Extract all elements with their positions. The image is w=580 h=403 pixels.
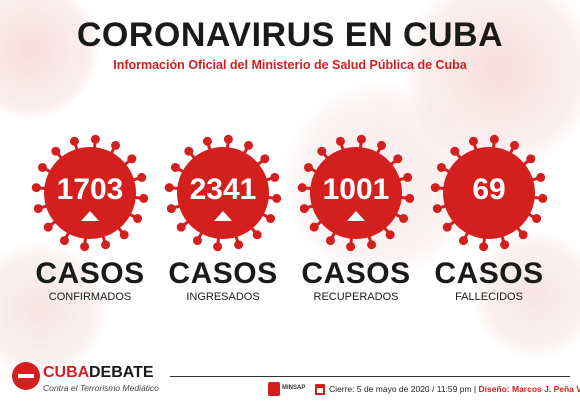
stat-label: RECUPERADOS <box>313 291 399 303</box>
stat-fallecidos: 69 CASOS FALLECIDOS <box>424 133 554 303</box>
closing-date: Cierre: 5 de mayo de 2020 / 11:59 pm | <box>329 384 479 394</box>
cubadebate-logo-icon <box>12 362 40 390</box>
stat-label: CONFIRMADOS <box>48 291 132 303</box>
stat-ingresados: 2341 CASOS INGRESADOS <box>158 133 288 303</box>
page-title: CORONAVIRUS EN CUBA <box>76 16 504 54</box>
minsap-text: MINSAP <box>282 385 306 391</box>
logo-tagline: Contra el Terrorismo Mediático <box>43 383 159 393</box>
stat-recuperados: 1001 CASOS RECUPERADOS <box>291 133 421 303</box>
cubadebate-logo[interactable]: CUBA DEBATE Contra el Terrorismo Mediáti… <box>12 362 182 394</box>
triangle-up-icon <box>347 211 365 221</box>
design-credit: Diseño: Marcos J. Peña Villa <box>478 384 580 394</box>
stat-label: FALLECIDOS <box>455 291 523 303</box>
background-virus <box>400 0 580 170</box>
logo-debate-text: DEBATE <box>89 364 154 381</box>
background-virus <box>470 230 580 360</box>
stat-casos: CASOS <box>35 257 145 290</box>
stat-value: 1703 <box>56 173 124 206</box>
minsap-logo: MINSAP <box>268 382 308 400</box>
stat-casos: CASOS <box>301 257 411 290</box>
minsap-emblem-icon <box>268 382 280 396</box>
stat-value: 2341 <box>189 173 257 206</box>
triangle-up-icon <box>214 211 232 221</box>
footer-credits: Cierre: 5 de mayo de 2020 / 11:59 pm | D… <box>329 384 580 394</box>
stat-casos: CASOS <box>434 257 544 290</box>
stat-confirmados: 1703 CASOS CONFIRMADOS <box>25 133 155 303</box>
triangle-up-icon <box>81 211 99 221</box>
logo-cuba-text: CUBA <box>43 364 90 381</box>
stat-value: 69 <box>472 173 506 206</box>
footer-divider <box>170 376 570 377</box>
virus-icon <box>430 134 548 252</box>
virus-icon <box>164 134 282 252</box>
virus-icon <box>31 134 149 252</box>
stat-label: INGRESADOS <box>186 291 260 303</box>
background-virus <box>0 240 110 380</box>
calendar-icon <box>315 384 325 395</box>
page-subtitle: Información Oficial del Ministerio de Sa… <box>113 58 467 72</box>
stat-casos: CASOS <box>168 257 278 290</box>
stat-value: 1001 <box>322 173 390 206</box>
virus-icon <box>297 134 415 252</box>
